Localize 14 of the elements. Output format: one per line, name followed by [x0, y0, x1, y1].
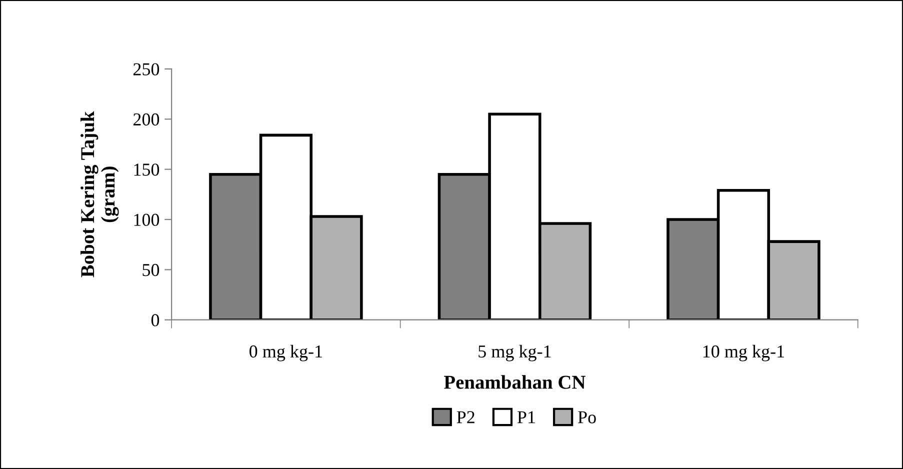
y-tick-label: 100 — [134, 214, 160, 226]
y-tick-label: 250 — [133, 63, 160, 76]
legend-label: Po — [578, 411, 596, 424]
y-tick-label: 0 — [151, 314, 160, 326]
y-tick-label: 200 — [133, 113, 160, 126]
y-tick-label: 150 — [134, 164, 160, 176]
legend-label: P1 — [517, 411, 535, 424]
legend-label: P2 — [456, 411, 474, 424]
y-axis-title: Bobot Kering Tajuk (gram) — [80, 111, 119, 278]
x-tick-label: 0 mg kg-1 — [250, 344, 322, 362]
x-tick-label: 10 mg kg-1 — [703, 344, 784, 362]
x-axis-title: Penambahan CN — [444, 375, 586, 389]
x-tick-label: 5 mg kg-1 — [478, 344, 551, 362]
y-tick-label: 50 — [142, 264, 160, 276]
